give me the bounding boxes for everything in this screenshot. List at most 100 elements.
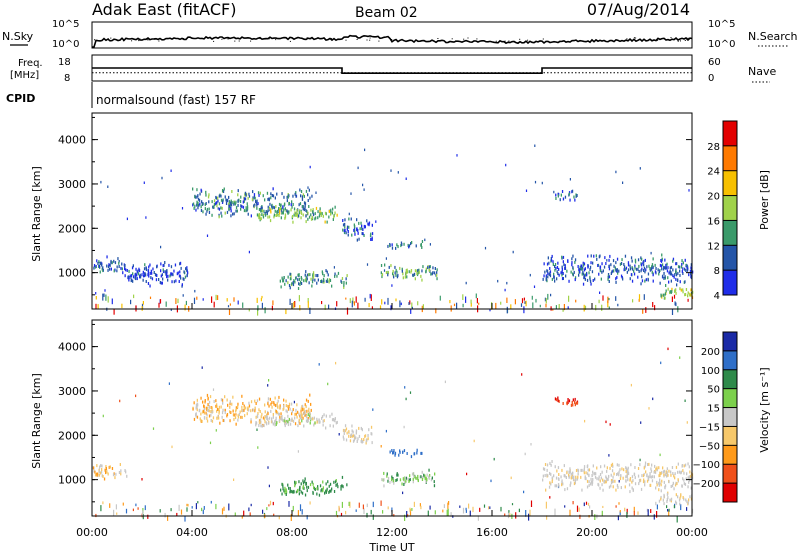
echo-point <box>320 214 322 217</box>
echo-point <box>649 483 652 487</box>
echo-point <box>98 470 100 474</box>
echo-point <box>686 472 688 476</box>
echo-point <box>142 278 144 282</box>
echo-point <box>599 269 601 273</box>
echo-point <box>585 471 587 475</box>
echo-point <box>371 441 373 445</box>
echo-point <box>331 211 333 215</box>
echo-point <box>264 403 266 407</box>
echo-point <box>132 272 134 276</box>
echo-point <box>620 274 623 278</box>
echo-point <box>682 469 684 473</box>
echo-point <box>421 240 424 243</box>
echo-point <box>430 478 433 482</box>
freq-trace <box>92 67 692 74</box>
echo-point <box>313 423 315 427</box>
echo-point <box>274 196 276 200</box>
echo-point <box>573 475 575 479</box>
echo-point <box>554 508 556 516</box>
echo-point <box>325 426 327 430</box>
echo-point <box>590 254 592 258</box>
echo-point <box>318 418 320 422</box>
echo-point <box>618 480 620 483</box>
echo-point <box>380 271 382 275</box>
echo-point <box>679 269 681 273</box>
echo-point <box>414 277 416 281</box>
echo-point <box>158 278 160 281</box>
echo-point <box>206 234 209 237</box>
echo-point <box>295 194 297 198</box>
echo-point <box>658 483 660 487</box>
echo-point <box>684 280 686 284</box>
echo-point <box>589 279 592 283</box>
echo-point <box>316 492 318 496</box>
echo-point <box>120 469 122 473</box>
colorbar-tick-label: −100 <box>693 460 720 471</box>
echo-point <box>299 485 301 489</box>
echo-point <box>297 273 299 277</box>
echo-point <box>302 193 304 197</box>
echo-point <box>102 293 104 301</box>
echo-point <box>674 289 676 293</box>
echo-point <box>544 270 546 274</box>
echo-point <box>241 394 243 398</box>
echo-point <box>593 254 595 258</box>
echo-point <box>570 403 573 407</box>
echo-point <box>271 194 273 197</box>
echo-point <box>330 212 332 216</box>
echo-point <box>224 411 226 415</box>
echo-point <box>122 502 124 506</box>
echo-point <box>500 301 502 305</box>
echo-point <box>387 271 389 275</box>
echo-point <box>128 276 130 280</box>
echo-point <box>670 279 672 283</box>
echo-point <box>304 206 306 210</box>
echo-point <box>266 415 268 419</box>
echo-point <box>679 287 681 291</box>
echo-point <box>450 512 452 517</box>
echo-point <box>671 484 674 488</box>
echo-point <box>624 485 626 489</box>
echo-point <box>284 489 286 493</box>
echo-point <box>651 263 654 267</box>
echo-point <box>105 471 107 475</box>
echo-point <box>633 511 635 516</box>
nsearch-point <box>213 40 215 42</box>
echo-point <box>570 270 572 274</box>
echo-point <box>575 469 578 472</box>
echo-point <box>679 265 681 269</box>
echo-point <box>289 490 291 494</box>
echo-point <box>333 480 335 484</box>
echo-point <box>99 261 101 265</box>
echo-point <box>310 402 312 406</box>
echo-point <box>300 211 303 215</box>
echo-point <box>185 300 187 306</box>
echo-point <box>324 220 326 224</box>
echo-point <box>292 490 294 494</box>
echo-point <box>626 270 628 274</box>
echo-point <box>627 472 630 476</box>
echo-point <box>634 466 636 469</box>
echo-point <box>102 414 104 418</box>
echo-point <box>326 270 328 274</box>
echo-point <box>322 423 324 427</box>
echo-point <box>355 431 357 435</box>
nsearch-point <box>630 39 632 41</box>
echo-point <box>600 465 602 469</box>
echo-point <box>274 209 276 213</box>
colorbar-cell <box>723 445 737 465</box>
echo-point <box>582 270 584 274</box>
echo-point <box>205 411 207 415</box>
echo-point <box>215 503 217 510</box>
echo-point <box>304 493 307 497</box>
nsearch-point <box>366 39 368 41</box>
echo-point <box>294 211 296 215</box>
echo-point <box>258 408 260 412</box>
echo-point <box>675 269 677 273</box>
echo-point <box>664 292 666 296</box>
echo-point <box>557 396 559 400</box>
echo-point <box>682 496 684 499</box>
echo-point <box>611 469 614 473</box>
nave-label: Nave <box>748 65 776 78</box>
